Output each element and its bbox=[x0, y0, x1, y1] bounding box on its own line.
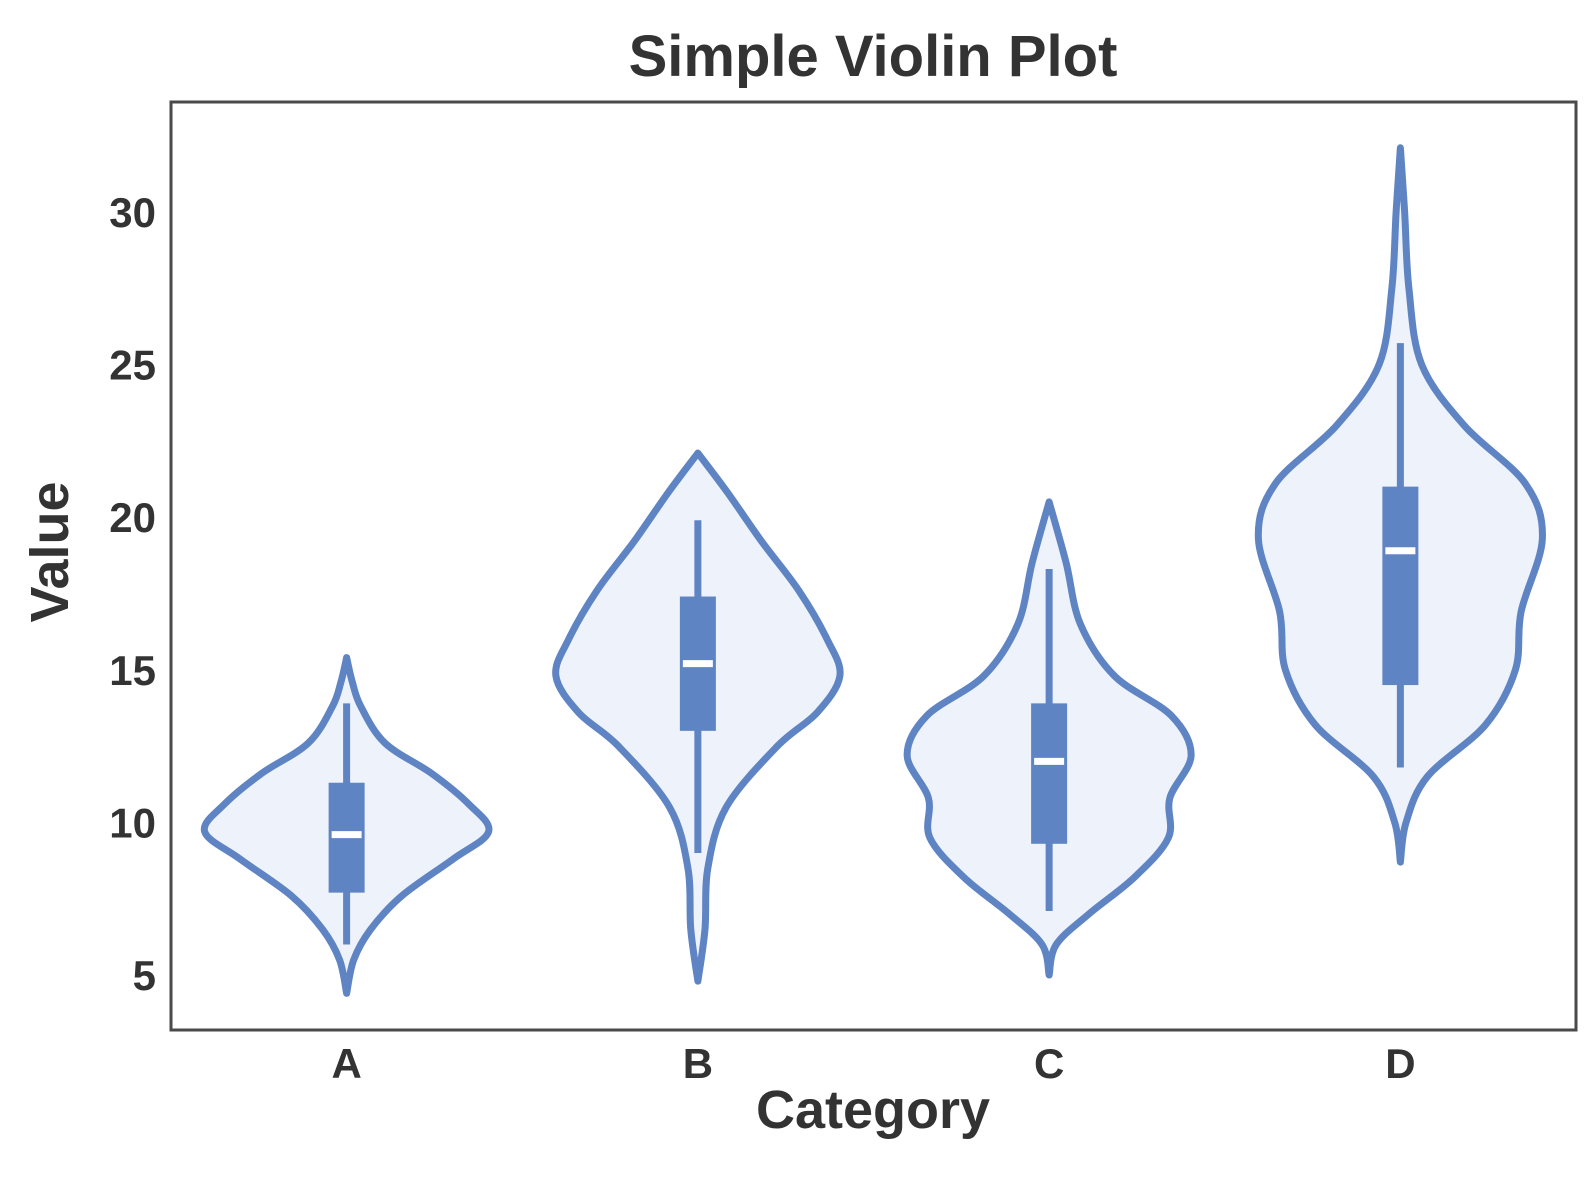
chart-title: Simple Violin Plot bbox=[629, 24, 1118, 89]
x-tick-label: A bbox=[331, 1040, 361, 1087]
y-tick-label: 15 bbox=[109, 647, 156, 694]
y-tick-label: 20 bbox=[109, 494, 156, 541]
iqr-box-d bbox=[1382, 486, 1419, 686]
iqr-box-c bbox=[1031, 703, 1068, 844]
plot-frame bbox=[169, 100, 1578, 1032]
violin-b bbox=[552, 449, 844, 985]
violins-layer bbox=[200, 144, 1546, 997]
y-tick-label: 10 bbox=[109, 799, 156, 846]
y-axis-label: Value bbox=[20, 481, 80, 622]
x-tick-label: B bbox=[683, 1040, 713, 1087]
x-axis-label: Category bbox=[756, 1080, 990, 1140]
violin-c bbox=[903, 498, 1195, 979]
x-tick-label: D bbox=[1385, 1040, 1415, 1087]
y-tick-label: 25 bbox=[109, 342, 156, 389]
y-tick-label: 5 bbox=[133, 952, 156, 999]
x-tick-label: C bbox=[1034, 1040, 1064, 1087]
y-tick-label: 30 bbox=[109, 189, 156, 236]
ticks-layer: 5 10 15 20 25 30 A B C D bbox=[109, 189, 1415, 1087]
violin-a bbox=[200, 654, 493, 997]
violin-d bbox=[1254, 144, 1546, 866]
